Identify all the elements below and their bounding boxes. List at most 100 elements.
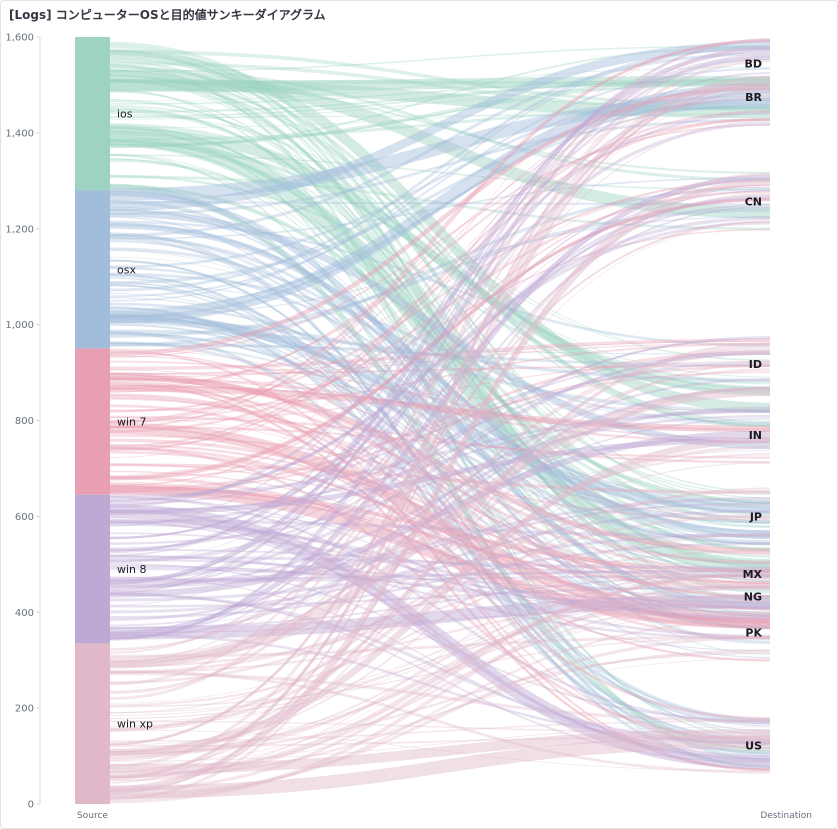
sankey-link-win-7[interactable] [109,379,771,720]
sankey-link-win-7[interactable] [109,228,771,423]
sankey-link-win-8[interactable] [109,437,771,515]
sankey-link-win-8[interactable] [109,633,771,745]
sankey-link-win-7[interactable] [109,180,771,413]
sankey-link-win-xp[interactable] [109,585,771,804]
sankey-link-osx[interactable] [109,177,771,240]
sankey-link-osx[interactable] [109,274,771,727]
sankey-link-win-8[interactable] [109,414,771,545]
sankey-link-osx[interactable] [109,283,771,427]
sankey-link-ios[interactable] [109,90,771,590]
sankey-link-win-xp[interactable] [109,599,771,777]
sankey-link-win-8[interactable] [109,506,771,600]
sankey-link-ios[interactable] [109,78,771,119]
sankey-link-ios[interactable] [109,79,771,113]
sankey-link-ios[interactable] [109,113,771,361]
sankey-link-osx[interactable] [109,332,771,545]
sankey-link-win-xp[interactable] [109,573,771,782]
sankey-link-win-7[interactable] [109,425,771,662]
sankey-link-win-8[interactable] [109,174,771,637]
sankey-link-osx[interactable] [109,323,771,616]
sankey-link-win-8[interactable] [109,509,771,614]
sankey-link-ios[interactable] [109,141,771,629]
sankey-link-win-xp[interactable] [109,649,771,779]
sankey-link-osx[interactable] [109,306,771,725]
sankey-link-win-xp[interactable] [109,611,771,746]
source-node-win-8[interactable] [75,494,110,644]
sankey-link-ios[interactable] [109,143,771,605]
sankey-link-win-xp[interactable] [109,619,771,800]
sankey-link-win-xp[interactable] [109,386,771,731]
sankey-link-ios[interactable] [109,139,771,529]
sankey-link-win-xp[interactable] [109,598,771,723]
sankey-link-osx[interactable] [109,87,771,269]
sankey-link-win-xp[interactable] [109,192,771,695]
sankey-link-win-7[interactable] [109,83,771,424]
sankey-link-win-8[interactable] [109,337,771,549]
sankey-link-win-7[interactable] [109,485,771,590]
sankey-link-ios[interactable] [109,78,771,148]
sankey-link-osx[interactable] [109,222,771,537]
sankey-link-ios[interactable] [109,184,771,504]
sankey-link-ios[interactable] [109,125,771,551]
sankey-link-win-xp[interactable] [109,583,771,758]
sankey-link-win-xp[interactable] [109,571,771,792]
sankey-link-win-8[interactable] [109,47,771,586]
sankey-link-osx[interactable] [109,206,771,578]
sankey-link-win-8[interactable] [109,110,771,508]
sankey-link-osx[interactable] [109,118,771,216]
sankey-link-win-xp[interactable] [109,549,771,668]
source-node-win-xp[interactable] [75,643,110,804]
sankey-link-win-7[interactable] [109,360,771,423]
sankey-link-ios[interactable] [109,153,771,617]
sankey-link-osx[interactable] [109,284,771,626]
sankey-link-osx[interactable] [109,216,771,317]
sankey-link-osx[interactable] [109,345,771,355]
sankey-link-win-xp[interactable] [109,533,771,707]
sankey-link-osx[interactable] [109,313,771,514]
sankey-link-win-8[interactable] [109,378,771,621]
sankey-link-win-xp[interactable] [109,89,771,654]
sankey-link-osx[interactable] [109,331,771,746]
sankey-link-ios[interactable] [109,139,771,385]
sankey-link-win-7[interactable] [109,378,771,411]
sankey-link-ios[interactable] [109,105,771,427]
sankey-link-osx[interactable] [109,209,771,450]
sankey-link-win-xp[interactable] [109,342,771,773]
sankey-link-ios[interactable] [109,128,771,361]
sankey-link-win-xp[interactable] [109,343,771,761]
sankey-link-win-7[interactable] [109,470,771,609]
sankey-link-win-8[interactable] [109,532,771,620]
sankey-link-win-7[interactable] [109,355,771,555]
sankey-link-win-8[interactable] [109,576,771,752]
sankey-link-win-xp[interactable] [109,636,771,708]
sankey-link-osx[interactable] [109,259,771,721]
sankey-link-win-8[interactable] [109,504,771,770]
sankey-link-win-7[interactable] [109,372,771,598]
sankey-link-win-7[interactable] [109,384,771,431]
sankey-link-win-8[interactable] [109,353,771,563]
sankey-link-win-xp[interactable] [109,736,771,747]
sankey-link-win-xp[interactable] [109,635,771,658]
sankey-link-ios[interactable] [109,126,771,396]
sankey-link-win-8[interactable] [109,216,771,504]
sankey-link-win-xp[interactable] [109,533,771,778]
sankey-link-win-7[interactable] [109,351,771,599]
sankey-link-win-xp[interactable] [109,120,771,664]
sankey-link-win-xp[interactable] [109,37,771,686]
sankey-link-win-xp[interactable] [109,83,771,795]
sankey-link-ios[interactable] [109,143,771,378]
sankey-link-win-7[interactable] [109,446,771,623]
sankey-link-win-xp[interactable] [109,75,771,746]
sankey-link-ios[interactable] [109,153,771,768]
sankey-link-win-7[interactable] [109,377,771,444]
sankey-link-osx[interactable] [109,208,771,605]
sankey-link-win-xp[interactable] [109,52,771,784]
sankey-link-win-xp[interactable] [109,651,771,755]
sankey-link-win-7[interactable] [109,349,771,771]
sankey-link-win-xp[interactable] [109,596,771,753]
sankey-link-osx[interactable] [109,199,771,645]
sankey-link-ios[interactable] [109,108,771,539]
sankey-link-ios[interactable] [109,64,771,762]
sankey-link-osx[interactable] [109,331,771,571]
sankey-link-win-7[interactable] [109,97,771,393]
